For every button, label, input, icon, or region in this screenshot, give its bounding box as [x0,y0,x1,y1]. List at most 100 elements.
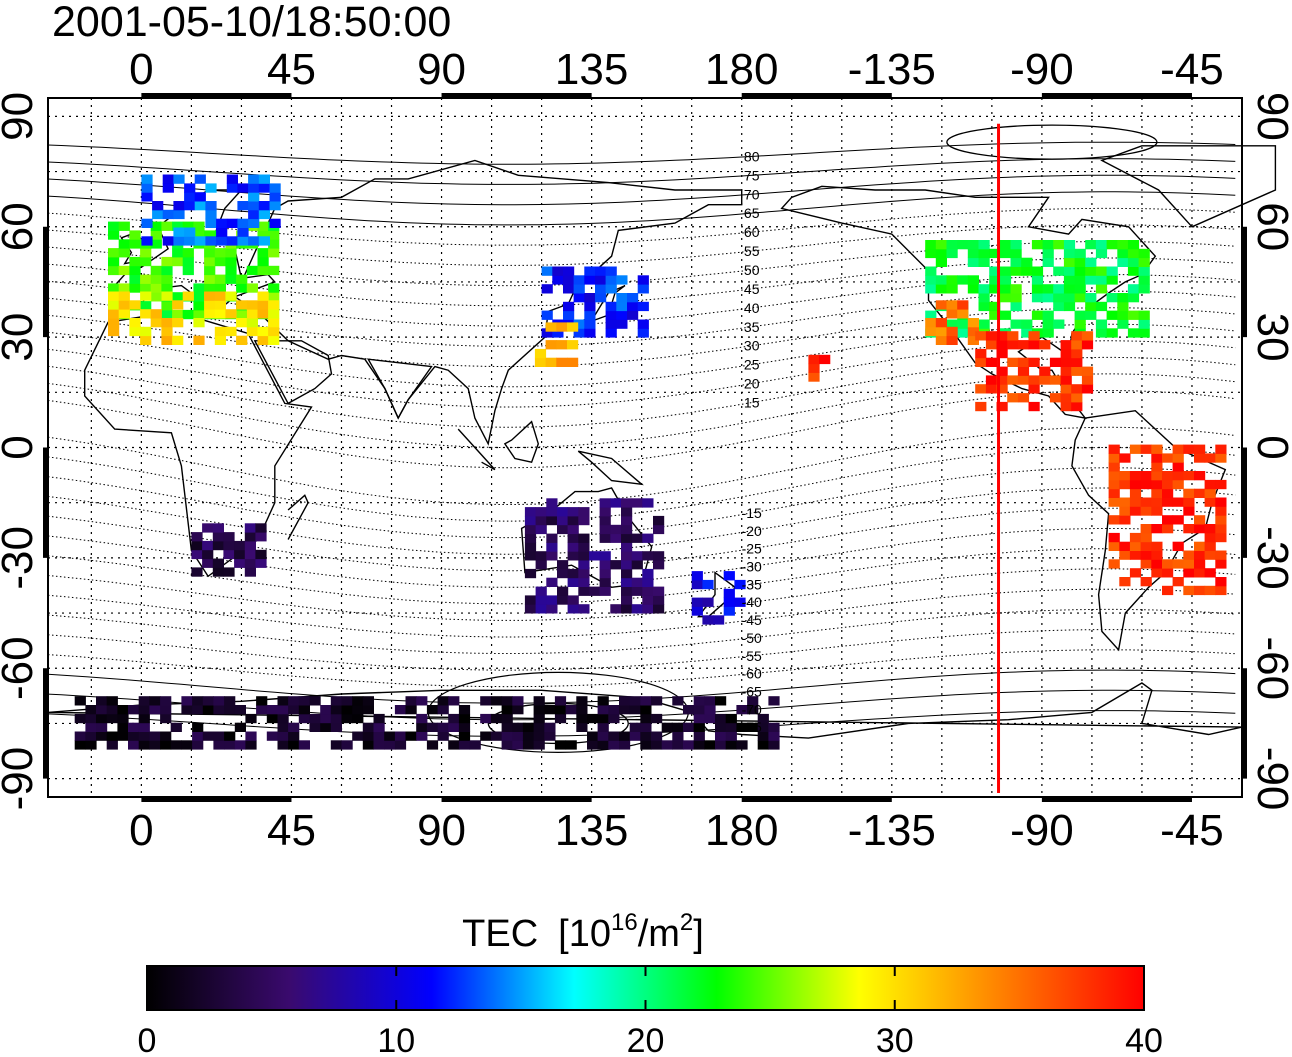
tec-cell [1010,240,1022,250]
tec-cell [172,248,184,258]
tec-cell [595,266,607,276]
tec-cell [1108,488,1120,498]
tec-cell [257,291,269,301]
frame-bar-left [43,668,48,779]
tec-cell [236,274,248,284]
tec-cell [736,740,748,750]
tec-cell [534,348,547,359]
tec-cell [172,221,184,231]
tec-cell [214,256,226,267]
tec-cell [1017,393,1030,403]
colorbar-title: TEC [1016/m2] [462,909,704,955]
tec-cell [610,560,622,570]
tec-cell [258,236,270,246]
tec-cell [1127,240,1140,250]
tec-cell [152,209,164,220]
tec-cell [556,357,568,367]
tec-cell [599,586,611,596]
tec-cell [1106,240,1118,250]
tec-cell [458,713,471,724]
tec-cell [1151,497,1163,507]
tec-cell [996,348,1008,359]
tec-cell [1194,524,1206,534]
tec-cell [734,597,746,607]
tec-cell [597,731,609,741]
contour-label: -70 [742,701,762,717]
tec-cell [268,318,280,328]
tec-cell [599,577,611,587]
tec-cell [576,705,588,715]
tec-cell [599,507,611,517]
bottom-lon-tick-label: -135 [848,806,936,855]
magnetic-contour [47,340,1236,408]
tec-cell [1215,479,1227,490]
tec-cell [1074,257,1086,267]
tec-cell [985,375,998,385]
tec-cell [619,740,631,750]
tec-cell [946,309,958,319]
tec-cell [651,696,663,706]
tec-cell [631,560,643,570]
tec-cell [627,301,639,312]
tec-cell [1085,275,1097,285]
tec-cell [621,551,633,561]
tec-cell [545,357,557,367]
tec-cell [1074,310,1086,320]
tec-cell [996,401,1008,412]
tec-cell [524,595,537,605]
tec-cell [1010,257,1022,267]
tec-cell [161,309,173,320]
tec-cell [191,549,203,560]
tec-cell [999,275,1012,285]
tec-cell [108,256,120,267]
tec-cell [637,319,649,329]
tec-cell [1010,319,1022,329]
tec-cell [1162,488,1174,498]
tec-cell [605,275,617,285]
tec-cell [1095,284,1108,294]
tec-cell [237,227,249,237]
right-lat-tick-label: -30 [1248,526,1292,590]
tec-cell [1031,293,1044,303]
contour-label: 60 [744,224,760,240]
tec-cell [224,740,236,750]
tec-cell [957,309,969,319]
tec-cell [1194,453,1206,463]
tec-cell [245,740,257,750]
tec-cell [193,335,205,345]
tec-cell [373,731,385,741]
contour-label: -40 [742,594,762,610]
tec-cell [129,283,141,293]
tec-cell [108,309,120,319]
tec-cell [257,335,269,345]
tec-cell [469,740,481,750]
tec-cell [149,731,161,741]
tec-cell [597,740,609,750]
tec-cell [595,293,607,303]
tec-cell [946,284,958,294]
tec-cell [234,558,246,568]
tec-cell [621,507,633,517]
tec-cell [999,293,1012,303]
tec-cell [204,256,216,267]
tec-cell [925,248,937,259]
tec-cell [129,230,141,240]
tec-cell [578,507,590,517]
tec-cell [141,192,153,202]
tec-cell [1108,444,1120,454]
tec-cell [1117,248,1129,259]
tec-cell [161,283,173,293]
tec-cell [524,604,537,614]
right-lat-tick-label: 30 [1248,313,1292,362]
colorbar-unit-exp: 16 [611,909,638,936]
tec-cell [1095,248,1108,259]
tec-cell [1119,479,1131,490]
tec-cell [725,731,737,741]
tec-cell [1106,275,1118,285]
tec-cell [1127,248,1140,259]
tec-cell [194,236,206,246]
tec-cell [554,705,567,715]
tec-cell [246,300,258,310]
tec-cell [1071,366,1083,376]
tec-cell [616,275,628,285]
